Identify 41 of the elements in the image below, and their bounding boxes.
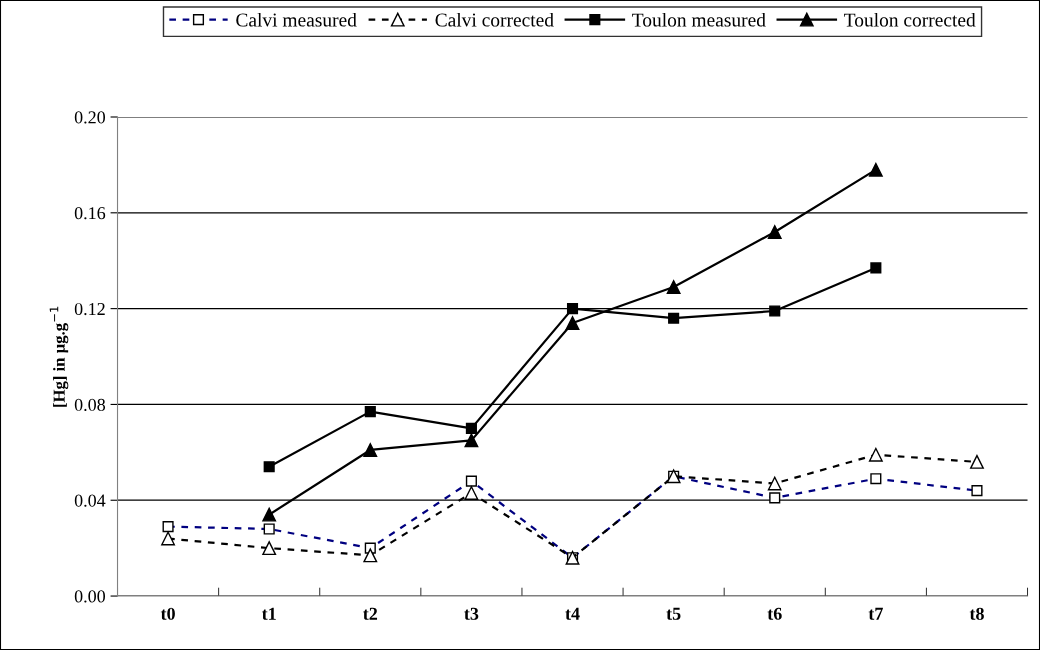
point [262, 507, 277, 522]
legend-label: Calvi measured [236, 12, 357, 27]
y-tick-label: 0.16 [74, 207, 106, 220]
x-tick-label: t3 [464, 607, 479, 620]
point [363, 548, 378, 563]
y-axis-title: [Hg] in µg.g$^{−1}$ [49, 306, 69, 407]
x-tick-label: t8 [969, 607, 984, 620]
y-tick-label: 0.04 [74, 494, 106, 507]
point [262, 541, 277, 556]
x-tick-label: t2 [363, 607, 378, 620]
point [666, 280, 681, 295]
legend-label: Toulon corrected [844, 12, 976, 27]
point [161, 531, 176, 546]
legend-label: Calvi corrected [435, 12, 554, 27]
point [769, 305, 781, 317]
point [668, 312, 680, 324]
point [970, 454, 984, 469]
x-tick-label: t0 [160, 607, 175, 620]
x-tick-label: t4 [565, 607, 580, 620]
x-tick-label: t7 [868, 607, 883, 620]
point [263, 461, 275, 473]
y-tick-label: 0.08 [74, 398, 106, 411]
point [868, 162, 883, 177]
point [364, 406, 376, 418]
point [465, 422, 477, 434]
point [870, 262, 882, 274]
y-tick-label: 0.00 [74, 590, 106, 603]
point [464, 433, 479, 448]
y-tick-label: 0.12 [74, 302, 105, 316]
legend-label: Toulon measured [632, 12, 766, 27]
point [566, 303, 579, 315]
point [767, 225, 782, 239]
point [363, 442, 378, 457]
x-tick-label: t6 [767, 607, 782, 620]
x-tick-label: t5 [666, 607, 681, 620]
point [464, 486, 479, 500]
point [565, 316, 580, 330]
point [868, 447, 883, 462]
y-tick-label: 0.20 [74, 111, 106, 124]
x-tick-label: t1 [261, 607, 276, 620]
point [767, 476, 782, 491]
